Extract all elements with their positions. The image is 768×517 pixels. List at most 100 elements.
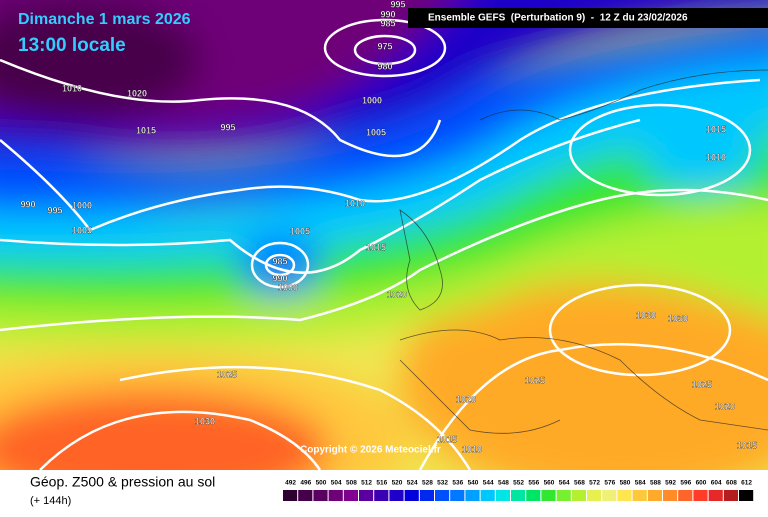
isobar-label: 1025 bbox=[217, 369, 237, 379]
scale-label: 592 bbox=[665, 480, 676, 487]
scale-label: 600 bbox=[696, 480, 707, 487]
scale-label: 612 bbox=[741, 480, 752, 487]
scale-swatch bbox=[374, 490, 389, 501]
scale-label: 500 bbox=[316, 480, 327, 487]
isobar-label: 1015 bbox=[706, 124, 726, 134]
scale-label: 492 bbox=[285, 480, 296, 487]
scale-swatch bbox=[739, 490, 754, 501]
scale-swatch bbox=[663, 490, 678, 501]
scale-label: 528 bbox=[422, 480, 433, 487]
isobar-label: 980 bbox=[377, 61, 392, 71]
isobar-label: 1030 bbox=[195, 416, 215, 426]
isobar-label: 990 bbox=[272, 273, 287, 283]
scale-swatch bbox=[480, 490, 495, 501]
isobar-label: 985 bbox=[380, 18, 395, 28]
scale-label: 536 bbox=[452, 480, 463, 487]
isobar-label: 1000 bbox=[362, 95, 382, 105]
isobar-label: 995 bbox=[390, 0, 405, 9]
scale-label: 608 bbox=[726, 480, 737, 487]
isobar-label: 1000 bbox=[278, 282, 298, 292]
isobar-label: 990 bbox=[20, 199, 35, 209]
scale-swatch bbox=[723, 490, 738, 501]
scale-swatch bbox=[450, 490, 465, 501]
isobar-label: 1030 bbox=[636, 310, 656, 320]
scale-label: 572 bbox=[589, 480, 600, 487]
run-info: Ensemble GEFS (Perturbation 9) - 12 Z du… bbox=[428, 13, 688, 24]
scale-label: 568 bbox=[574, 480, 585, 487]
isobars bbox=[0, 18, 768, 470]
scale-swatch bbox=[359, 490, 374, 501]
scale-swatch bbox=[283, 490, 298, 501]
scale-swatch bbox=[617, 490, 632, 501]
isobar-label: 1020 bbox=[456, 394, 476, 404]
isobar-label: 1025 bbox=[692, 379, 712, 389]
isobar-label: 1005 bbox=[72, 225, 92, 235]
scale-label: 548 bbox=[498, 480, 509, 487]
isobar-label: 990 bbox=[380, 9, 395, 19]
scale-label: 512 bbox=[361, 480, 372, 487]
scale-label: 584 bbox=[635, 480, 646, 487]
isobar-label: 1010 bbox=[706, 152, 726, 162]
isobar-label: 1005 bbox=[290, 226, 310, 236]
scale-label: 576 bbox=[604, 480, 615, 487]
isobar-label: 1000 bbox=[72, 200, 92, 210]
scale-label: 524 bbox=[407, 480, 418, 487]
copyright: Copyright © 2026 Meteociel.fr bbox=[300, 445, 441, 456]
scale-swatch bbox=[526, 490, 541, 501]
scale-swatch bbox=[419, 490, 434, 501]
scale-swatch bbox=[298, 490, 313, 501]
scale-label: 504 bbox=[331, 480, 342, 487]
time: 13:00 locale bbox=[18, 35, 126, 56]
isobar-label: 995 bbox=[47, 205, 62, 215]
isobar-label: 1020 bbox=[127, 88, 147, 98]
scale-label: 588 bbox=[650, 480, 661, 487]
scale-swatch bbox=[328, 490, 343, 501]
isobar-label: 995 bbox=[220, 122, 235, 132]
scale-swatch bbox=[708, 490, 723, 501]
scale-label: 564 bbox=[559, 480, 570, 487]
date: Dimanche 1 mars 2026 bbox=[18, 11, 191, 28]
scale-label: 496 bbox=[300, 480, 311, 487]
isobar-label: 1030 bbox=[668, 313, 688, 323]
isobar-label: 1020 bbox=[715, 401, 735, 411]
scale-swatch bbox=[587, 490, 602, 501]
scale-label: 520 bbox=[392, 480, 403, 487]
scale-label: 544 bbox=[483, 480, 494, 487]
scale-swatch bbox=[495, 490, 510, 501]
isobar-label: 1015 bbox=[366, 242, 386, 252]
isobar-label: 1025 bbox=[525, 375, 545, 385]
isobar-label: 1010 bbox=[462, 444, 482, 454]
scale-label: 560 bbox=[544, 480, 555, 487]
scale-swatch bbox=[465, 490, 480, 501]
isobar-label: 975 bbox=[377, 41, 392, 51]
scale-label: 596 bbox=[680, 480, 691, 487]
footer-title: Géop. Z500 & pression au sol bbox=[30, 474, 215, 490]
scale-label: 556 bbox=[528, 480, 539, 487]
scale-label: 580 bbox=[620, 480, 631, 487]
scale-swatch bbox=[632, 490, 647, 501]
scale-label: 516 bbox=[376, 480, 387, 487]
scale-swatch bbox=[389, 490, 404, 501]
scale-swatch bbox=[313, 490, 328, 501]
isobar-label: 1020 bbox=[387, 289, 407, 299]
scale-swatch bbox=[571, 490, 586, 501]
scale-label: 508 bbox=[346, 480, 357, 487]
scale-label: 532 bbox=[437, 480, 448, 487]
isobar-label: 985 bbox=[272, 256, 287, 266]
scale-label: 604 bbox=[711, 480, 722, 487]
coastlines bbox=[399, 69, 768, 434]
isobar-label: 1010 bbox=[62, 83, 82, 93]
footer-lead: (+ 144h) bbox=[30, 495, 71, 507]
isobar-label: 1015 bbox=[136, 125, 156, 135]
isobar-label: 1015 bbox=[737, 440, 757, 450]
scale-swatch bbox=[556, 490, 571, 501]
scale-swatch bbox=[511, 490, 526, 501]
scale-swatch bbox=[647, 490, 662, 501]
scale-swatch bbox=[343, 490, 358, 501]
isobar-label: 1010 bbox=[345, 198, 365, 208]
scale-swatch bbox=[404, 490, 419, 501]
scale-swatch bbox=[678, 490, 693, 501]
